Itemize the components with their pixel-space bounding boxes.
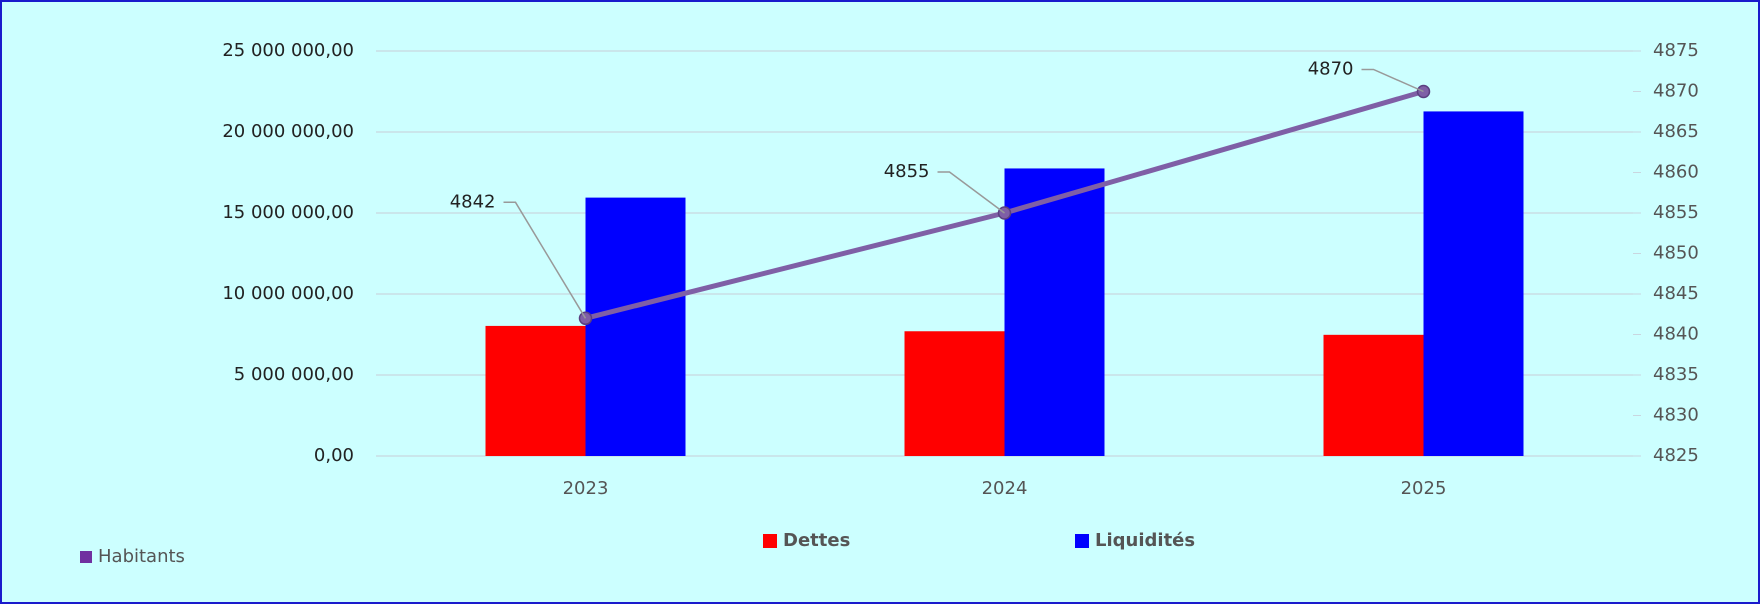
y-tick-label: 0,00 [314, 445, 354, 466]
x-tick-label: 2023 [563, 478, 609, 499]
x-tick-label: 2024 [982, 478, 1028, 499]
y2-tick-label: 4850 [1653, 243, 1699, 264]
legend-swatch [1075, 534, 1089, 548]
y2-tick-label: 4845 [1653, 283, 1699, 304]
bar [1323, 334, 1424, 456]
legend-swatch [80, 551, 92, 563]
y-tick-label: 10 000 000,00 [222, 283, 354, 304]
legend-label: Liquidités [1095, 530, 1195, 551]
y-tick-label: 15 000 000,00 [222, 202, 354, 223]
legend-label: Dettes [783, 530, 850, 551]
bar [485, 325, 586, 456]
y2-tick-label: 4870 [1653, 81, 1699, 102]
y-tick-label: 20 000 000,00 [222, 121, 354, 142]
y2-tick-label: 4865 [1653, 121, 1699, 142]
y2-tick-label: 4830 [1653, 405, 1699, 426]
y2-tick-label: 4875 [1653, 40, 1699, 61]
legend-swatch [763, 534, 777, 548]
data-label: 4870 [1308, 59, 1354, 80]
x-tick-label: 2025 [1401, 478, 1447, 499]
y2-tick-label: 4855 [1653, 202, 1699, 223]
bar [904, 331, 1005, 456]
data-label: 4855 [884, 161, 930, 182]
bar [585, 197, 686, 457]
leader-line [1361, 68, 1424, 93]
leader-line [503, 201, 587, 319]
bar [1423, 111, 1524, 457]
y2-tick-label: 4860 [1653, 162, 1699, 183]
y-tick-label: 25 000 000,00 [222, 40, 354, 61]
data-label: 4842 [450, 191, 496, 212]
leader-line [937, 171, 1005, 214]
legend-label: Habitants [98, 546, 185, 567]
y-tick-label: 5 000 000,00 [234, 364, 354, 385]
bar [1004, 168, 1105, 456]
y2-tick-label: 4825 [1653, 445, 1699, 466]
y2-tick-label: 4835 [1653, 364, 1699, 385]
y2-tick-label: 4840 [1653, 324, 1699, 345]
